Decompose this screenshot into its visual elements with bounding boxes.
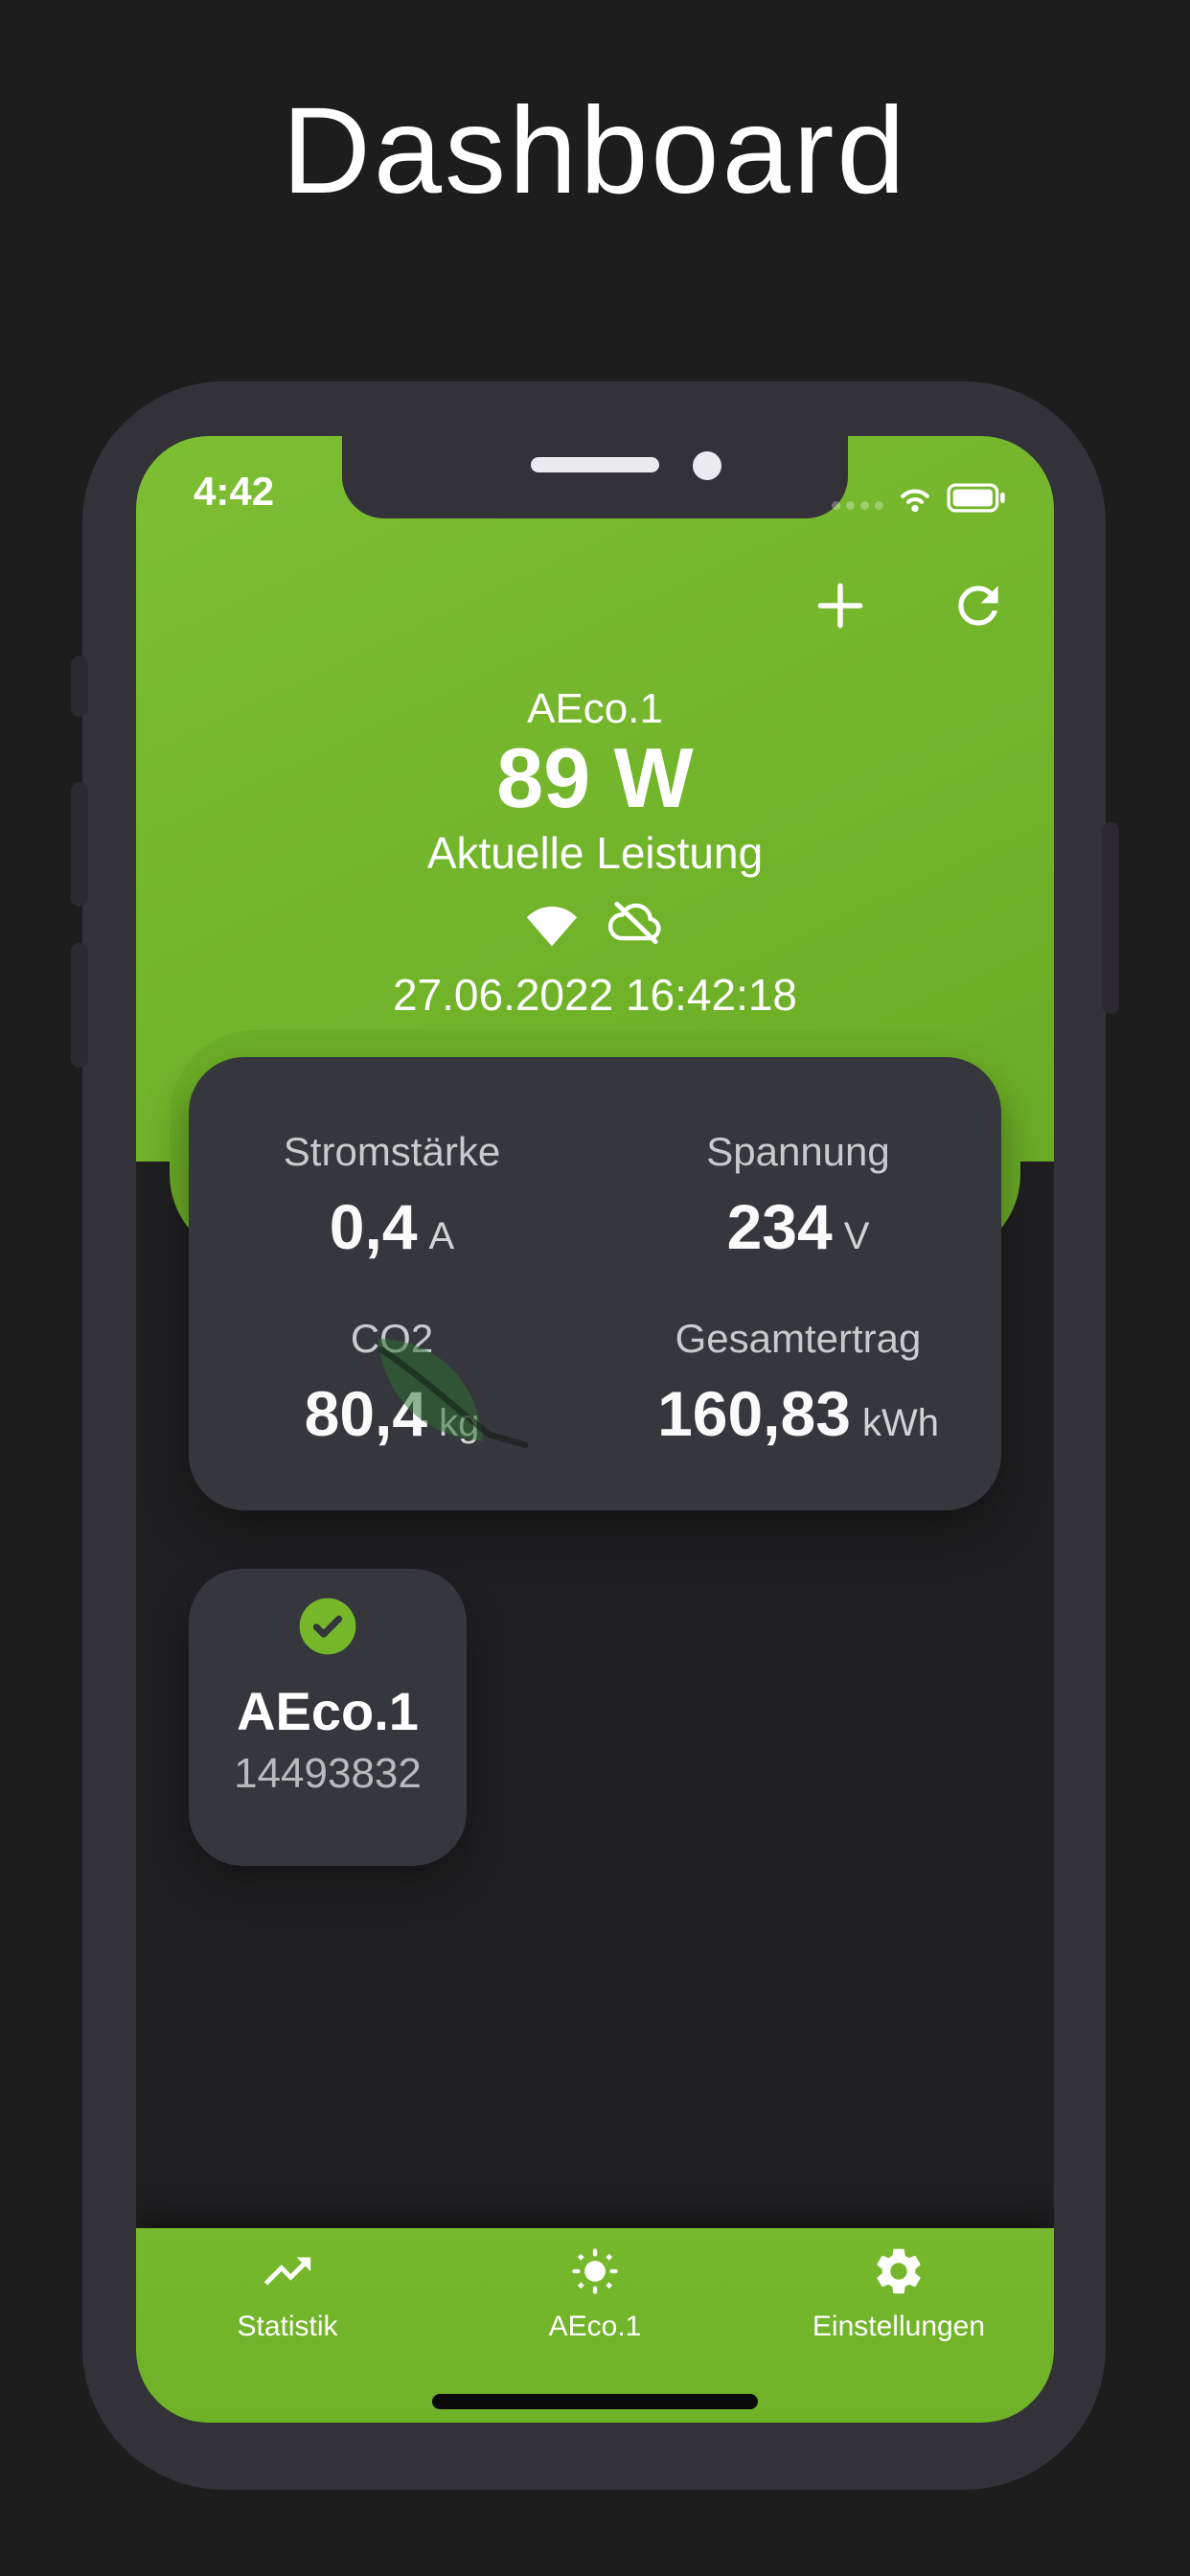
- metric-label: Spannung: [706, 1129, 890, 1175]
- metrics-card: Stromstärke 0,4 A Spannung 234 V CO2: [189, 1057, 1001, 1510]
- metric-gesamtertrag: Gesamtertrag 160,83 kWh: [595, 1298, 1001, 1469]
- metric-unit: A: [428, 1215, 455, 1258]
- sun-icon: [572, 2248, 618, 2294]
- connection-icons: [136, 892, 1054, 952]
- current-power-value: 89 W: [496, 730, 694, 825]
- metric-spannung: Spannung 234 V: [595, 1111, 1001, 1282]
- metric-co2: CO2 80,4 kg: [189, 1298, 595, 1469]
- status-icons: [832, 482, 1006, 514]
- volume-up-button: [71, 782, 88, 907]
- status-time: 4:42: [194, 469, 275, 514]
- metric-value: 80,4: [304, 1377, 428, 1449]
- speaker-grille: [531, 457, 659, 472]
- tab-label: AEco.1: [548, 2311, 642, 2342]
- tab-aeco1[interactable]: AEco.1: [490, 2228, 700, 2343]
- metric-value: 160,83: [657, 1377, 851, 1449]
- wifi-signal-icon: [526, 907, 578, 947]
- volume-down-button: [71, 943, 88, 1068]
- trending-up-icon: [263, 2257, 311, 2286]
- tab-label: Statistik: [237, 2311, 338, 2342]
- metric-value: 0,4: [329, 1191, 418, 1263]
- gear-icon: [877, 2248, 921, 2294]
- phone-screen: 4:42 AEco.1 89 W Aktuelle L: [136, 436, 1054, 2423]
- phone-notch: [342, 436, 848, 518]
- metric-label: CO2: [350, 1315, 434, 1361]
- check-circle-icon: [299, 1598, 356, 1655]
- tab-einstellungen[interactable]: Einstellungen: [793, 2228, 1004, 2343]
- metric-value: 234: [726, 1191, 833, 1263]
- cellular-signal-icon: [832, 501, 883, 510]
- tab-statistik[interactable]: Statistik: [182, 2228, 393, 2343]
- page-title: Dashboard: [282, 82, 908, 219]
- header-device-name: AEco.1: [527, 685, 663, 732]
- battery-icon: [947, 483, 1005, 513]
- metric-label: Gesamtertrag: [675, 1315, 922, 1361]
- cloud-off-icon: [607, 901, 661, 945]
- current-power-label: Aktuelle Leistung: [426, 828, 764, 878]
- wifi-status-icon: [901, 489, 929, 512]
- metric-unit: kWh: [861, 1401, 939, 1444]
- refresh-button[interactable]: [949, 576, 1008, 635]
- mute-switch: [71, 656, 88, 717]
- front-camera: [693, 451, 721, 480]
- metric-label: Stromstärke: [283, 1129, 501, 1175]
- timestamp: 27.06.2022 16:42:18: [392, 970, 798, 1020]
- device-card-serial: 14493832: [234, 1750, 422, 1797]
- metric-stromstaerke: Stromstärke 0,4 A: [189, 1111, 595, 1282]
- metric-unit: V: [843, 1215, 870, 1258]
- power-button: [1102, 822, 1119, 1014]
- tab-label: Einstellungen: [812, 2311, 986, 2342]
- home-indicator[interactable]: [432, 2394, 758, 2409]
- device-card[interactable]: AEco.1 14493832: [189, 1569, 467, 1866]
- metric-unit: kg: [439, 1401, 480, 1444]
- device-card-name: AEco.1: [237, 1681, 419, 1741]
- tab-bar: Statistik AEco.1: [136, 2228, 1054, 2423]
- add-device-button[interactable]: [811, 576, 870, 635]
